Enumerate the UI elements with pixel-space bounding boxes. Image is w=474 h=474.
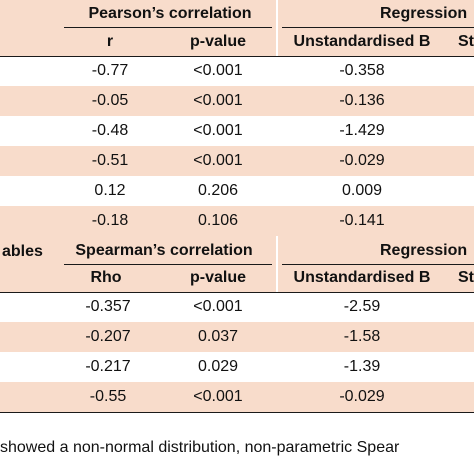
row-band [0, 206, 474, 236]
column-separator [276, 236, 278, 292]
header-rule [0, 292, 474, 293]
table-cell: -0.029 [339, 152, 385, 169]
unstandardised-b-column-header: Unstandardised B [293, 269, 431, 286]
st-column-header: St [458, 33, 474, 50]
table-cell: -1.429 [339, 122, 385, 139]
table-cell: 0.029 [197, 358, 239, 375]
p-value-column-header: p-value [189, 33, 247, 50]
table-cell: <0.001 [193, 122, 243, 139]
header-band-1 [0, 0, 474, 56]
table-cell: <0.001 [193, 92, 243, 109]
table-cell: -0.55 [89, 388, 127, 405]
row-band [0, 322, 474, 352]
table-cell: 0.106 [197, 212, 239, 229]
group-underline [64, 264, 272, 265]
variables-header: ables [2, 243, 43, 260]
table-cell: 0.12 [94, 182, 126, 199]
table-cell: <0.001 [193, 388, 243, 405]
pearson-header: Pearson’s correlation [88, 5, 252, 22]
table-cell: -0.18 [91, 212, 129, 229]
st-column-header: St [458, 269, 474, 286]
table-cell: <0.001 [193, 62, 243, 79]
table-footnote: showed a non-normal distribution, non-pa… [0, 439, 400, 456]
table-cell: 0.206 [197, 182, 239, 199]
table-cell: -0.77 [91, 62, 129, 79]
table-cell: -0.358 [339, 62, 385, 79]
table-cell: -0.029 [339, 388, 385, 405]
table-cell: 0.037 [197, 328, 239, 345]
table-cell: <0.001 [193, 298, 243, 315]
table-cell: -2.59 [343, 298, 381, 315]
table-cell: -0.217 [85, 358, 131, 375]
row-band [0, 146, 474, 176]
spearman-header: Spearman’s correlation [75, 242, 253, 259]
table-cell: -0.207 [85, 328, 131, 345]
table-cell: -1.58 [343, 328, 381, 345]
table-cell: -0.136 [339, 92, 385, 109]
row-band [0, 86, 474, 116]
table-cell: 0.009 [341, 182, 383, 199]
column-separator [276, 0, 278, 56]
header-rule [0, 56, 474, 57]
row-band [0, 382, 474, 412]
regression-header: Regression [380, 5, 468, 22]
group-underline [64, 27, 272, 28]
table-cell: -0.141 [339, 212, 385, 229]
table-bottom-rule [0, 412, 474, 413]
unstandardised-b-column-header: Unstandardised B [293, 33, 431, 50]
group-underline [282, 27, 474, 28]
table-cell: <0.001 [193, 152, 243, 169]
table-cell: -0.51 [91, 152, 129, 169]
table-cell: -1.39 [343, 358, 381, 375]
rho-column-header: Rho [90, 269, 122, 286]
regression-header: Regression [380, 242, 468, 259]
p-value-column-header: p-value [189, 269, 247, 286]
r-column-header: r [106, 33, 114, 50]
table-cell: -0.48 [91, 122, 129, 139]
table-cell: -0.05 [91, 92, 129, 109]
group-underline [282, 264, 474, 265]
table-cell: -0.357 [85, 298, 131, 315]
